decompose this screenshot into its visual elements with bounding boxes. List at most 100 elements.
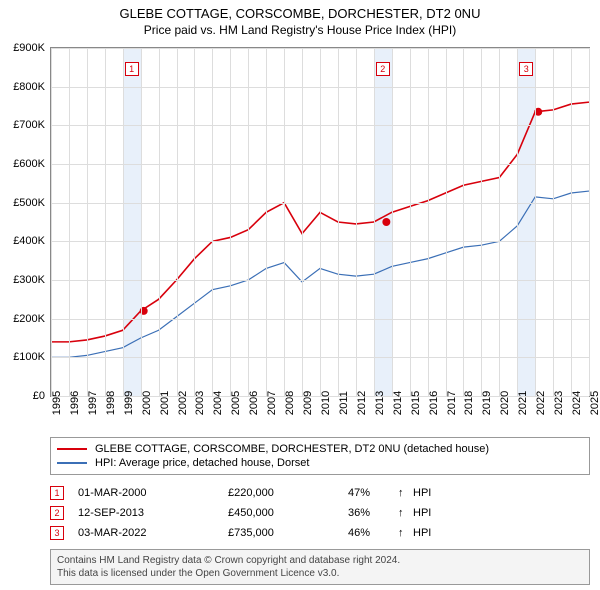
y-axis-label: £100K <box>0 351 45 363</box>
x-axis-label: 2025 <box>589 391 600 415</box>
y-axis-label: £200K <box>0 313 45 325</box>
sale-pct: 36% <box>348 507 398 519</box>
x-axis-label: 2020 <box>499 391 511 415</box>
x-axis-label: 1996 <box>69 391 81 415</box>
up-arrow-icon: ↑ <box>398 527 413 539</box>
x-axis-label: 2004 <box>212 391 224 415</box>
sales-row-marker: 2 <box>50 506 64 520</box>
sales-row-marker: 3 <box>50 526 64 540</box>
grid-line-v <box>428 48 429 396</box>
x-axis-label: 2010 <box>320 391 332 415</box>
grid-line-v <box>553 48 554 396</box>
y-axis-label: £500K <box>0 197 45 209</box>
grid-line-v <box>589 48 590 396</box>
x-axis-label: 2009 <box>302 391 314 415</box>
sale-pct: 46% <box>348 527 398 539</box>
sales-row-marker: 1 <box>50 486 64 500</box>
x-axis-label: 2021 <box>517 391 529 415</box>
x-axis-label: 2023 <box>553 391 565 415</box>
sale-ref: HPI <box>413 507 453 519</box>
grid-line-v <box>51 48 52 396</box>
x-axis-label: 2014 <box>392 391 404 415</box>
x-axis-label: 2017 <box>446 391 458 415</box>
grid-line-v <box>410 48 411 396</box>
y-axis-label: £300K <box>0 274 45 286</box>
grid-line-v <box>123 48 124 396</box>
x-axis-label: 1999 <box>123 391 135 415</box>
x-axis-label: 1997 <box>87 391 99 415</box>
y-axis-label: £600K <box>0 158 45 170</box>
grid-line-v <box>320 48 321 396</box>
sale-price: £450,000 <box>228 507 348 519</box>
legend-row: GLEBE COTTAGE, CORSCOMBE, DORCHESTER, DT… <box>57 442 583 456</box>
grid-line-v <box>571 48 572 396</box>
annotation-marker: 3 <box>519 62 533 76</box>
legend-box: GLEBE COTTAGE, CORSCOMBE, DORCHESTER, DT… <box>50 437 590 475</box>
chart-container: GLEBE COTTAGE, CORSCOMBE, DORCHESTER, DT… <box>0 0 600 590</box>
sales-row: 212-SEP-2013£450,00036%↑HPI <box>50 503 590 523</box>
x-axis-label: 2008 <box>284 391 296 415</box>
grid-line-v <box>338 48 339 396</box>
sale-price: £220,000 <box>228 487 348 499</box>
sales-table: 101-MAR-2000£220,00047%↑HPI212-SEP-2013£… <box>50 483 590 543</box>
x-axis-label: 2003 <box>194 391 206 415</box>
y-axis-label: £400K <box>0 235 45 247</box>
title-block: GLEBE COTTAGE, CORSCOMBE, DORCHESTER, DT… <box>0 0 600 37</box>
x-axis-label: 2011 <box>338 391 350 415</box>
chart-title: GLEBE COTTAGE, CORSCOMBE, DORCHESTER, DT… <box>0 6 600 21</box>
y-axis-label: £700K <box>0 119 45 131</box>
y-axis-label: £800K <box>0 81 45 93</box>
x-axis-label: 2006 <box>248 391 260 415</box>
sale-date: 01-MAR-2000 <box>78 487 228 499</box>
grid-line-v <box>392 48 393 396</box>
grid-line-v <box>194 48 195 396</box>
legend-label: HPI: Average price, detached house, Dors… <box>95 457 309 469</box>
grid-line-v <box>141 48 142 396</box>
sales-row: 303-MAR-2022£735,00046%↑HPI <box>50 523 590 543</box>
x-axis-label: 2005 <box>230 391 242 415</box>
x-axis-label: 2019 <box>481 391 493 415</box>
legend-label: GLEBE COTTAGE, CORSCOMBE, DORCHESTER, DT… <box>95 443 489 455</box>
plot-area: £0£100K£200K£300K£400K£500K£600K£700K£80… <box>50 47 590 397</box>
grid-line-v <box>266 48 267 396</box>
x-axis-label: 2018 <box>463 391 475 415</box>
x-axis-label: 2007 <box>266 391 278 415</box>
legend-row: HPI: Average price, detached house, Dors… <box>57 456 583 470</box>
x-axis-label: 2024 <box>571 391 583 415</box>
annotation-marker: 2 <box>376 62 390 76</box>
grid-line-v <box>284 48 285 396</box>
grid-line-v <box>356 48 357 396</box>
grid-line-v <box>230 48 231 396</box>
x-axis-label: 2000 <box>141 391 153 415</box>
x-axis-label: 2001 <box>159 391 171 415</box>
sale-ref: HPI <box>413 527 453 539</box>
grid-line-v <box>463 48 464 396</box>
x-axis-label: 2013 <box>374 391 386 415</box>
footer-attribution: Contains HM Land Registry data © Crown c… <box>50 549 590 585</box>
sale-ref: HPI <box>413 487 453 499</box>
sale-marker-dot <box>382 218 390 226</box>
grid-line-v <box>159 48 160 396</box>
annotation-marker: 1 <box>125 62 139 76</box>
x-axis-label: 2022 <box>535 391 547 415</box>
x-axis-label: 2002 <box>177 391 189 415</box>
up-arrow-icon: ↑ <box>398 487 413 499</box>
sale-pct: 47% <box>348 487 398 499</box>
grid-line-v <box>499 48 500 396</box>
legend-swatch <box>57 462 87 464</box>
sale-date: 03-MAR-2022 <box>78 527 228 539</box>
grid-line-v <box>302 48 303 396</box>
footer-line-2: This data is licensed under the Open Gov… <box>57 567 583 580</box>
sales-row: 1 01-MAR-2000£220,00047%↑HPI <box>50 483 590 503</box>
x-axis-label: 1995 <box>51 391 63 415</box>
grid-line-v <box>248 48 249 396</box>
legend-swatch <box>57 448 87 450</box>
grid-line-v <box>374 48 375 396</box>
grid-line-v <box>481 48 482 396</box>
grid-line-v <box>177 48 178 396</box>
x-axis-label: 1998 <box>105 391 117 415</box>
y-axis-label: £0 <box>0 390 45 402</box>
grid-line-v <box>535 48 536 396</box>
grid-line-v <box>446 48 447 396</box>
grid-line-v <box>212 48 213 396</box>
